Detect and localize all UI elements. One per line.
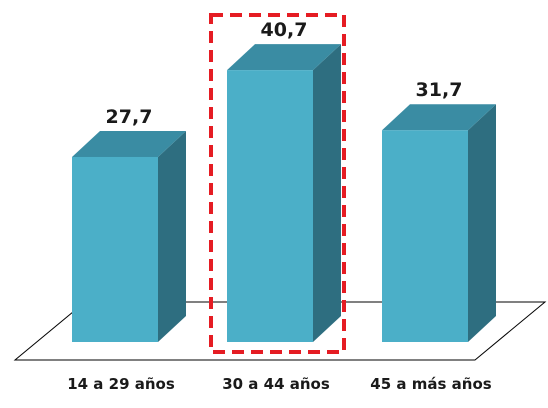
- bar-30-a-44-a-os: [227, 44, 341, 343]
- tick-label: 14 a 29 años: [67, 375, 175, 393]
- bar-side: [313, 44, 341, 343]
- bar-top: [227, 44, 341, 71]
- bar-14-a-29-a-os: [72, 130, 186, 342]
- bar-top: [382, 104, 496, 131]
- tick-label: 45 a más años: [370, 375, 491, 393]
- bar-45-a-m-s-a-os: [382, 104, 496, 342]
- data-label: 27,7: [106, 106, 153, 128]
- bar-side: [468, 104, 496, 342]
- highlight-box: [209, 13, 346, 354]
- bar-side: [158, 130, 186, 342]
- bar-front: [227, 70, 313, 343]
- bar-front: [382, 130, 468, 342]
- tick-label: 30 a 44 años: [222, 375, 330, 393]
- bars-layer: [72, 44, 496, 343]
- data-label: 40,7: [261, 19, 308, 41]
- bar-front: [72, 156, 158, 342]
- data-label: 31,7: [416, 79, 463, 101]
- labels-layer: 27,7 14 a 29 años 40,7 30 a 44 años 31,7 45 a…: [67, 19, 492, 393]
- bar-top: [72, 130, 186, 157]
